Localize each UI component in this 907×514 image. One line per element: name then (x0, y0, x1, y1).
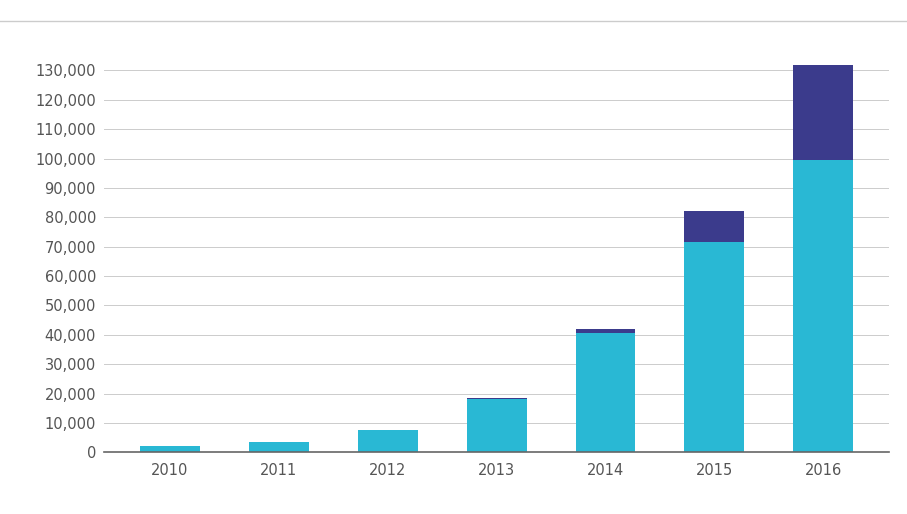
Bar (466, 399, 527, 452)
Bar (794, 160, 853, 452)
Bar (249, 442, 308, 452)
Bar (685, 242, 745, 452)
Bar (794, 65, 853, 160)
Bar (576, 329, 636, 334)
Bar (576, 334, 636, 452)
Bar (140, 447, 200, 452)
Bar (466, 398, 527, 399)
Bar (685, 211, 745, 242)
Bar (357, 430, 417, 452)
